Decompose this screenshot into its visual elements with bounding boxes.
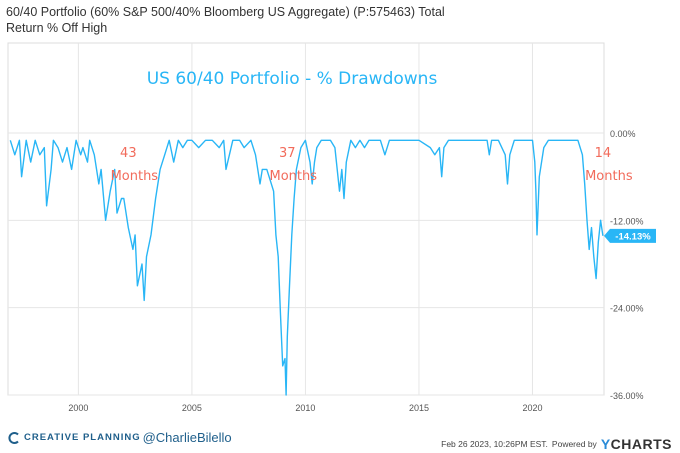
y-tick-label: -24.00%	[610, 304, 644, 314]
ycharts-logo: YCHARTS	[600, 436, 672, 452]
drawdown-duration-number: 43	[120, 146, 137, 161]
y-tick-label: 0.00%	[610, 129, 636, 139]
current-value-badge	[604, 228, 656, 243]
annotation-title: US 60/40 Portfolio - % Drawdowns	[147, 69, 438, 89]
x-tick-label: 2005	[182, 403, 202, 413]
x-tick-label: 2010	[295, 403, 315, 413]
powered-by-label: Powered by	[551, 439, 597, 449]
drawdown-duration-number: 37	[279, 146, 296, 161]
plot-frame	[7, 42, 605, 396]
drawdown-duration-number: 14	[595, 146, 612, 161]
drawdown-duration-unit: Months	[270, 169, 318, 184]
timestamp: Feb 26 2023, 10:26PM EST.	[441, 439, 548, 449]
footer-brand: CREATIVE PLANNING @CharlieBilello	[8, 430, 232, 445]
creative-planning-logo-icon	[8, 431, 19, 444]
x-tick-label: 2020	[522, 403, 542, 413]
current-value-label: -14.13%	[615, 231, 651, 242]
footer-right: Feb 26 2023, 10:26PM EST. Powered by YCH…	[441, 436, 672, 452]
y-tick-label: -36.00%	[610, 391, 644, 401]
author-handle: @CharlieBilello	[142, 430, 232, 445]
series-line	[9, 139, 604, 396]
brand-name: CREATIVE PLANNING	[24, 432, 141, 443]
y-tick-label: -12.00%	[610, 216, 644, 226]
chart-title: 60/40 Portfolio (60% S&P 500/40% Bloombe…	[6, 5, 445, 35]
x-tick-label: 2000	[68, 403, 88, 413]
drawdown-duration-unit: Months	[111, 169, 159, 184]
drawdown-duration-unit: Months	[585, 169, 633, 184]
x-tick-label: 2015	[409, 403, 429, 413]
